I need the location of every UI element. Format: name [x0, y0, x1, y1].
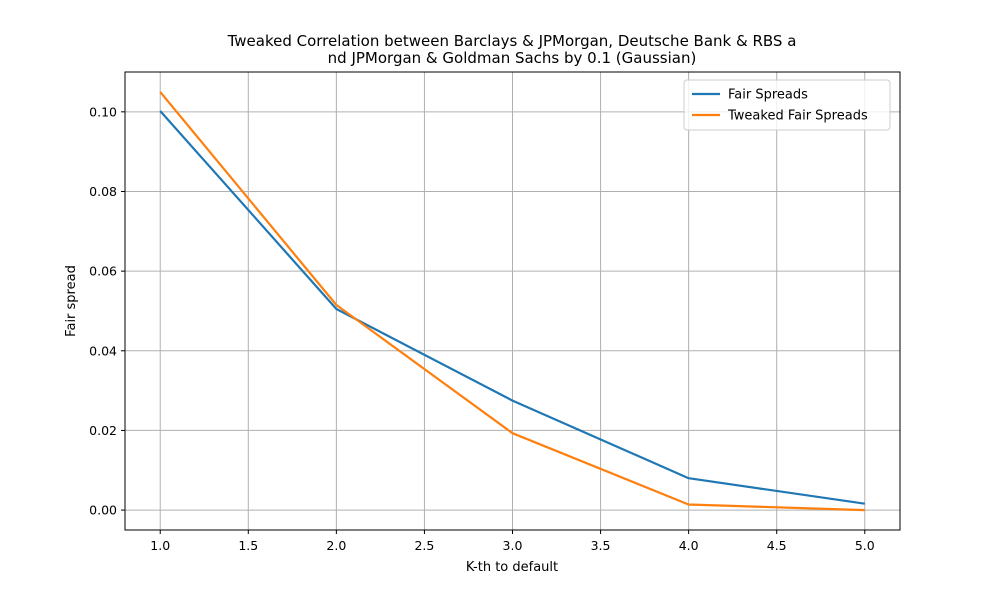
- series-line-1: [159, 91, 865, 512]
- y-tick-label: 0.08: [89, 184, 117, 199]
- series-line-0: [159, 110, 865, 505]
- legend: Fair Spreads Tweaked Fair Spreads: [683, 79, 891, 131]
- x-tick-label: 1.0: [150, 538, 170, 553]
- x-tick-label: 4.0: [679, 538, 699, 553]
- y-tick-label: 0.02: [89, 423, 117, 438]
- grid: [125, 72, 900, 530]
- y-tick-label: 0.04: [89, 343, 117, 358]
- chart-title-line-1: Tweaked Correlation between Barclays & J…: [227, 32, 797, 50]
- y-tick-label: 0.06: [89, 264, 117, 279]
- x-tick-label: 3.0: [503, 538, 523, 553]
- legend-label-0: Fair Spreads: [728, 88, 808, 103]
- y-tick-label: 0.10: [89, 104, 117, 119]
- legend-label-1: Tweaked Fair Spreads: [727, 109, 868, 124]
- x-axis-label: K-th to default: [466, 560, 558, 575]
- axis-ticks: 1.0 1.5 2.0 2.5 3.0 3.5 4.0 4.5 5.0 0.00 0.02 0.04 0…: [89, 104, 875, 553]
- chart-title-line-2: nd JPMorgan & Goldman Sachs by 0.1 (Gaus…: [328, 49, 697, 67]
- x-tick-label: 4.5: [767, 538, 787, 553]
- y-tick-label: 0.00: [89, 503, 117, 518]
- legend-box: [683, 79, 891, 131]
- x-tick-label: 3.5: [591, 538, 611, 553]
- x-tick-label: 1.5: [238, 538, 258, 553]
- y-axis-label: Fair spread: [64, 265, 79, 337]
- x-tick-label: 2.5: [414, 538, 434, 553]
- x-tick-label: 2.0: [326, 538, 346, 553]
- x-tick-label: 5.0: [855, 538, 875, 553]
- series-lines: [159, 91, 865, 512]
